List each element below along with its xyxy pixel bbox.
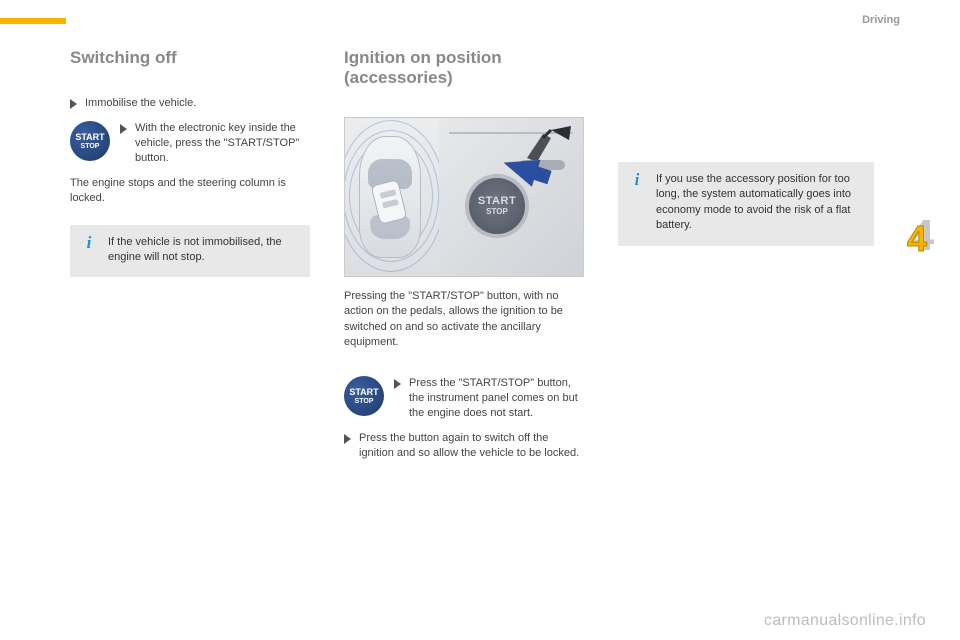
column-note: i If you use the accessory position for … <box>618 48 874 471</box>
startstop-instruction-2: START STOP Press the "START/STOP" button… <box>344 376 584 421</box>
bullet-marker-icon <box>120 124 127 134</box>
bullet-immobilise: Immobilise the vehicle. <box>70 96 310 111</box>
start-label: START <box>478 195 516 207</box>
info-icon: i <box>80 235 98 253</box>
ignition-illustration: START STOP <box>344 117 584 277</box>
watermark: carmanualsonline.info <box>764 612 926 630</box>
start-stop-icon: START STOP <box>70 121 110 161</box>
info-text: If you use the accessory position for to… <box>656 172 862 234</box>
column-switching-off: Switching off Immobilise the vehicle. ST… <box>70 48 310 471</box>
heading-switching-off: Switching off <box>70 48 310 68</box>
ignition-button-icon: START STOP <box>465 174 529 238</box>
bullet-press-again: Press the button again to switch off the… <box>344 431 584 461</box>
engine-stops-text: The engine stops and the steering column… <box>70 176 310 207</box>
bullet-text: Press the button again to switch off the… <box>359 431 584 461</box>
heading-ignition: Ignition on position (accessories) <box>344 48 584 89</box>
bullet-marker-icon <box>394 379 401 389</box>
bullet-press-start-2: Press the "START/STOP" button, the instr… <box>394 376 584 421</box>
startstop-instruction: START STOP With the electronic key insid… <box>70 121 310 166</box>
bullet-press-start: With the electronic key inside the vehic… <box>120 121 310 166</box>
bullet-marker-icon <box>70 99 77 109</box>
stop-label: STOP <box>81 143 100 150</box>
bullet-marker-icon <box>344 434 351 444</box>
stop-label: STOP <box>355 398 374 405</box>
ignition-description: Pressing the "START/STOP" button, with n… <box>344 289 584 351</box>
column-layout: Switching off Immobilise the vehicle. ST… <box>70 48 900 471</box>
start-stop-icon: START STOP <box>344 376 384 416</box>
start-label: START <box>75 133 104 142</box>
info-text: If the vehicle is not immobilised, the e… <box>108 235 298 266</box>
page-content: Switching off Immobilise the vehicle. ST… <box>0 0 960 640</box>
info-box-economy: i If you use the accessory position for … <box>618 162 874 246</box>
stop-label: STOP <box>486 207 508 216</box>
column-ignition: Ignition on position (accessories) <box>344 48 584 471</box>
bullet-text: Immobilise the vehicle. <box>85 96 196 111</box>
info-icon: i <box>628 172 646 190</box>
info-box-immobilise: i If the vehicle is not immobilised, the… <box>70 225 310 278</box>
dashboard-panel: START STOP <box>439 118 583 276</box>
bullet-text: Press the "START/STOP" button, the instr… <box>409 376 584 421</box>
bullet-text: With the electronic key inside the vehic… <box>135 121 310 166</box>
start-label: START <box>349 388 378 397</box>
